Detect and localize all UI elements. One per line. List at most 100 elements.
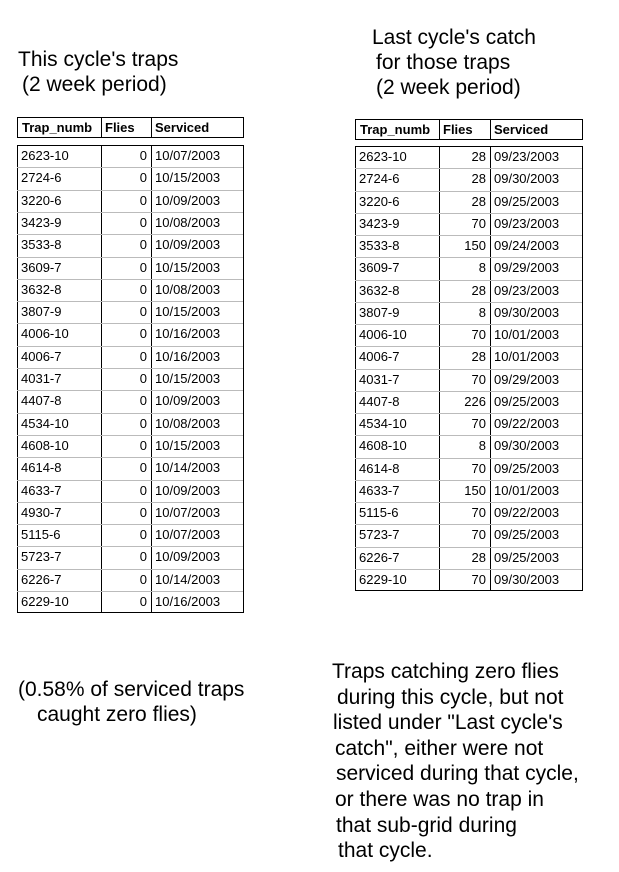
table-cell: 6226-7 [359,549,400,565]
table-cell: 09/30/2003 [494,438,560,454]
row-divider [17,167,243,169]
note-line: or there was no trap in [335,788,544,811]
table-cell: 8 [478,304,486,320]
table-cell: 09/25/2003 [494,527,560,543]
row-divider [355,435,582,437]
table-cell: 09/30/2003 [494,171,560,187]
table-cell: 09/30/2003 [494,304,560,320]
table-cell: 0 [139,192,147,208]
table-cell: 10/07/2003 [155,504,221,520]
table-cell: 70 [471,327,486,342]
row-divider [355,524,582,526]
table-cell: 10/16/2003 [155,594,221,609]
table-cell: 3807-9 [359,304,400,320]
table-cell: 10/08/2003 [155,214,221,230]
table-cell: 5115-6 [21,527,61,543]
column-header: Serviced [151,117,244,138]
table-cell: 09/23/2003 [494,215,560,231]
row-divider [17,234,243,236]
table-cell: 10/14/2003 [155,460,221,476]
table-cell: 0 [139,594,147,609]
table-cell: 4006-10 [359,327,407,342]
table-cell: 10/01/2003 [494,482,560,498]
table-cell: 10/08/2003 [155,281,221,297]
table-cell: 5723-7 [21,549,62,565]
table-cell: 3533-8 [21,237,62,253]
table-cell: 8 [478,260,486,276]
column-divider [101,145,102,614]
row-divider [355,413,582,414]
table-cell: 0 [139,304,147,320]
note-line: Traps catching zero flies [332,660,559,683]
row-divider [17,323,243,325]
table-cell: 09/30/2003 [494,571,560,587]
row-divider [17,211,243,213]
table-cell: 28 [471,549,486,565]
note-line: that sub-grid during [336,813,517,837]
table-cell: 10/09/2003 [155,237,221,253]
column-header: Flies [101,117,152,138]
table-cell: 10/15/2003 [155,304,221,320]
table-cell: 0 [139,549,147,565]
table-cell: 28 [471,282,486,298]
table-cell: 2724-6 [359,171,400,187]
note-line: listed under "Last cycle's [333,711,563,735]
table-cell: 150 [464,238,486,253]
table-cell: 4608-10 [359,438,407,454]
table-cell: 70 [471,416,486,431]
table-cell: 4031-7 [21,371,62,386]
table-cell: 0 [139,571,147,587]
table-cell: 10/16/2003 [155,348,221,364]
row-divider [17,546,243,548]
table-cell: 70 [471,505,486,520]
table-cell: 4006-7 [21,348,62,364]
table-cell: 5115-6 [359,505,399,520]
row-divider [355,546,582,548]
row-divider [17,301,243,303]
table-cell: 4407-8 [21,393,62,409]
table-cell: 5723-7 [359,527,400,543]
row-divider [355,212,582,214]
note-line: during this cycle, but not [337,685,564,709]
table-cell: 8 [478,438,486,454]
column-header: Trap_numb [355,119,440,140]
row-divider [355,390,582,392]
row-divider [355,368,582,370]
table-cell: 0 [139,348,147,364]
note-line: serviced during that cycle, [336,762,579,786]
table-cell: 4633-7 [21,482,62,498]
title-line: (2 week period) [376,76,521,99]
table-cell: 09/29/2003 [494,260,560,276]
row-divider [17,390,243,392]
row-divider [355,279,582,281]
table-cell: 09/24/2003 [494,238,560,253]
table-cell: 10/07/2003 [155,527,221,543]
table-cell: 0 [139,281,147,297]
note-line: caught zero flies) [37,703,197,726]
table-cell: 10/14/2003 [155,571,221,587]
table-cell: 4006-10 [21,326,69,342]
table-cell: 09/25/2003 [494,549,560,565]
table-cell: 4031-7 [359,371,400,387]
table-cell: 4633-7 [359,482,400,498]
table-cell: 28 [471,149,486,164]
table-cell: 28 [471,171,486,187]
row-divider [17,457,243,459]
table-cell: 0 [139,504,147,520]
title-line: Last cycle's catch [372,26,536,49]
row-divider [355,301,582,303]
table-cell: 09/23/2003 [494,282,560,298]
table-cell: 3423-9 [21,214,62,230]
table-cell: 0 [139,482,147,498]
table-cell: 0 [139,237,147,253]
table-cell: 70 [471,215,486,231]
table-cell: 4614-8 [21,460,62,476]
table-cell: 10/07/2003 [155,148,221,163]
column-divider [151,145,152,614]
table-cell: 09/25/2003 [494,393,560,409]
row-divider [17,256,243,258]
table-cell: 70 [471,571,486,587]
table-cell: 2724-6 [21,170,62,186]
table-cell: 09/25/2003 [494,193,560,209]
